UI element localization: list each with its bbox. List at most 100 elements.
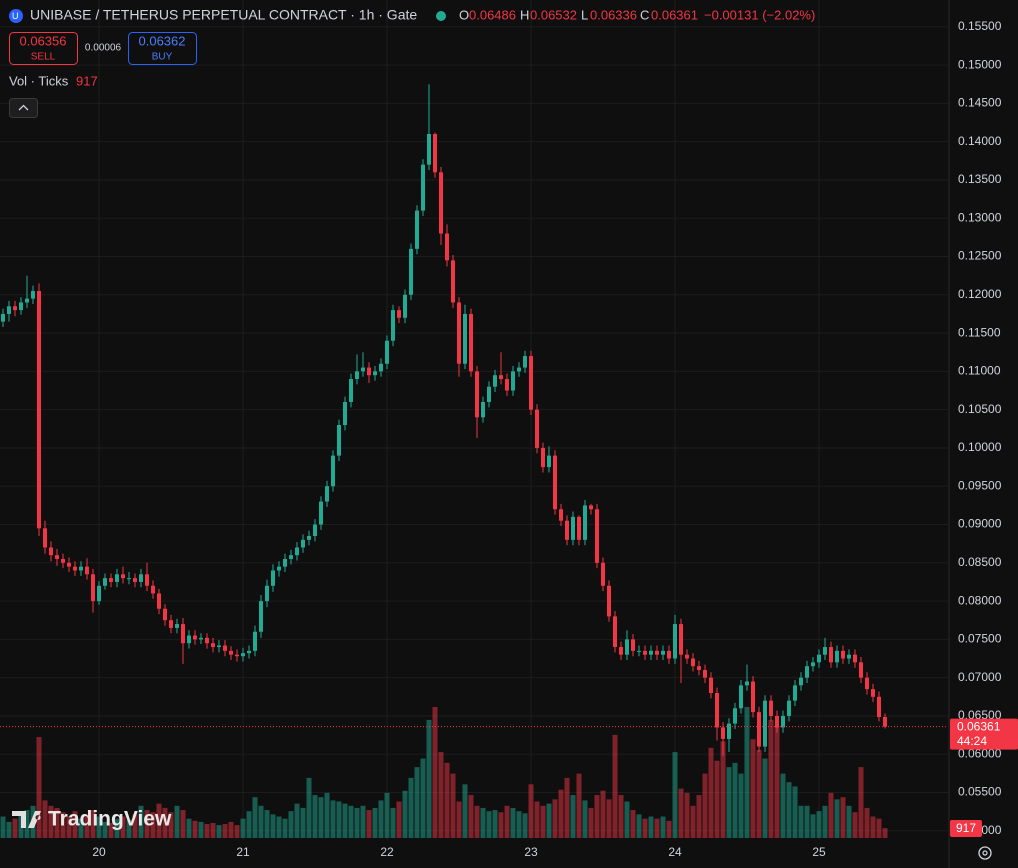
candle-body [361,367,365,372]
candle-body [811,662,815,667]
candle-body [115,574,119,582]
volume-bar [276,816,282,838]
candle-body [787,700,791,716]
volume-bar [780,773,786,838]
volume-bar [258,805,264,838]
volume-bar [876,818,882,838]
candle-body [271,570,275,586]
volume-bar [660,816,666,838]
volume-bar [690,805,696,838]
candle-body [721,727,725,739]
candle-body [127,578,131,580]
watermark: TradingView [48,808,172,831]
legend-value: 0.06361 [651,7,698,22]
sell-button[interactable] [9,32,78,65]
symbol-icon [9,9,23,23]
volume-bar [444,762,450,838]
candle-body [703,670,707,678]
candle-body [301,539,305,548]
volume-bar [636,814,642,838]
buy-button[interactable] [128,32,197,65]
candle-body [529,356,533,410]
candle-body [331,455,335,487]
candle-body [637,650,641,652]
volume-bar [726,767,732,838]
volume-bar [198,821,204,838]
volume-box [950,820,982,837]
candle-body [367,367,371,376]
collapse-button[interactable] [9,98,38,118]
candle-body [391,310,395,341]
volume-bar [438,752,444,838]
candle-body [379,363,383,372]
candle-body [493,375,497,387]
x-tick-label: 21 [236,845,250,859]
volume-bar [474,805,480,838]
volume-bar [864,807,870,838]
candle-body [643,650,647,655]
settings-button[interactable] [978,846,992,860]
candle-body [469,313,473,372]
candle-body [1,313,5,322]
candle-body [853,654,857,663]
volume-last-label: 917 [956,821,976,835]
candles [0,84,948,756]
candle-body [601,562,605,586]
candle-body [457,302,461,364]
volume-bar [204,824,210,838]
volume-bar [570,795,576,838]
volume-bar [684,792,690,838]
candle-body [499,375,503,380]
volume-bar [822,805,828,838]
last-price-label: 0.06361 [957,719,1001,733]
volume-bar [666,820,672,838]
volume-bar [306,777,312,838]
volume-bar [648,816,654,838]
candle-body [565,520,569,540]
candle-body [781,715,785,728]
candle-body [265,585,269,602]
volume-bar [162,807,168,838]
legend-value: 0.06336 [590,7,637,22]
volume-bar [810,814,816,838]
volume-bar [702,773,708,838]
candle-body [841,650,845,659]
volume-bar [186,818,192,838]
volume-bar [792,786,798,838]
volume-bar [138,805,144,838]
candle-body [673,624,677,659]
candle-body [217,645,221,648]
candle-body [517,367,521,372]
candle-body [37,290,41,529]
candle-body [421,164,425,211]
y-tick-label: 0.08500 [958,555,1002,569]
candle-body [607,585,611,617]
candle-body [727,723,731,739]
candle-body [523,356,527,368]
candle-body [709,677,713,693]
candle-body [439,172,443,234]
legend-change: −0.00131 (−2.02%) [704,7,815,22]
volume-bar [120,816,126,838]
candle-body [445,233,449,261]
y-tick-label: 0.10500 [958,402,1002,416]
volume-bar [762,758,768,838]
candle-body [829,647,833,663]
candle-body [19,302,23,311]
volume-bar [510,807,516,838]
candle-body [793,685,797,701]
candle-body [103,578,107,586]
volume-bar [360,805,366,838]
candle-body [409,248,413,295]
candle-body [583,505,587,540]
candle-body [13,306,17,311]
candle-body [235,654,239,657]
volume-bar [756,749,762,838]
volume-bar [714,760,720,838]
volume-bar [66,816,72,838]
candle-body [373,371,377,376]
volume-bar [486,811,492,838]
settings-icon [982,850,988,856]
candle-body [547,455,551,468]
volume-bar [462,784,468,838]
